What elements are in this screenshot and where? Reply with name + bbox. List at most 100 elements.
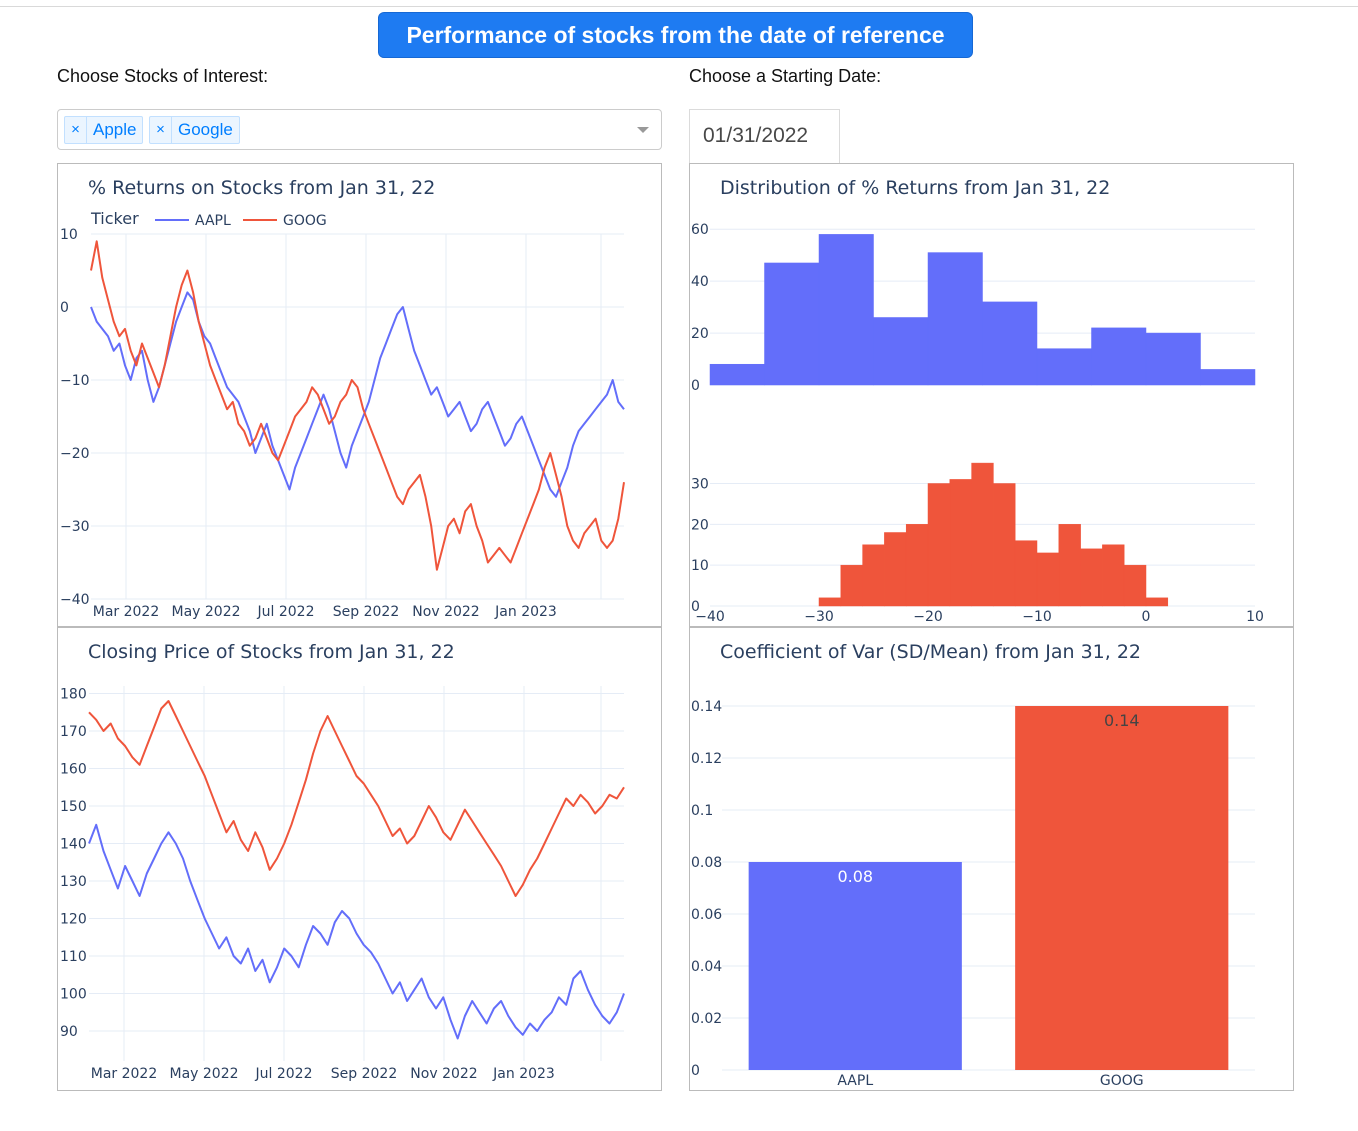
series-line-aapl (90, 291, 625, 498)
legend-title: Ticker (90, 209, 139, 228)
y-tick-label: −30 (60, 519, 90, 535)
y-tick-label: 0 (691, 378, 700, 394)
y-tick-label: 0.08 (691, 855, 722, 871)
returns-chart: % Returns on Stocks from Jan 31, 22 Mar 2… (60, 177, 625, 620)
legend-entry-goog: GOOG (283, 213, 327, 229)
y-tick-label: −40 (60, 592, 90, 608)
y-tick-label: 0.02 (691, 1011, 722, 1027)
y-tick-label: 0.04 (691, 959, 722, 975)
remove-google-icon[interactable]: × (150, 117, 172, 143)
hist-bar-aapl (1145, 332, 1201, 386)
hist-bar-aapl (982, 301, 1038, 386)
hist-bar-goog (993, 483, 1016, 607)
x-tick-label: May 2022 (171, 604, 240, 620)
x-tick-label: Nov 2022 (412, 604, 479, 620)
x-tick-label: Sep 2022 (333, 604, 399, 620)
hist-bar-goog (840, 564, 863, 607)
hist-bar-aapl (1036, 348, 1092, 386)
bar-data-label-aapl: 0.08 (837, 867, 873, 886)
hist-bar-aapl (709, 363, 765, 386)
bar-goog (1015, 706, 1229, 1070)
y-tick-label: 170 (60, 724, 87, 740)
x-tick-label: −30 (804, 609, 834, 625)
returns-chart-panel: % Returns on Stocks from Jan 31, 22 Mar 2… (57, 163, 662, 627)
top-divider (0, 6, 1358, 7)
chip-google: × Google (149, 116, 240, 144)
hist-bar-goog (818, 597, 842, 607)
y-tick-label: 30 (691, 477, 709, 493)
y-tick-label: −10 (60, 373, 90, 389)
hist-bar-goog (1036, 552, 1060, 607)
hist-bar-goog (1058, 524, 1081, 607)
y-tick-label: −20 (60, 446, 90, 462)
y-tick-label: 60 (691, 222, 709, 238)
cov-chart: Coefficient of Var (SD/Mean) from Jan 31… (691, 641, 1255, 1089)
series-line-goog (88, 700, 625, 897)
y-tick-label: 100 (60, 987, 87, 1003)
y-tick-label: 140 (60, 837, 87, 853)
chart-title: Closing Price of Stocks from Jan 31, 22 (88, 641, 455, 663)
chip-label-google: Google (178, 120, 233, 139)
closing-chart-panel: Closing Price of Stocks from Jan 31, 22 M… (57, 627, 662, 1091)
legend-entry-aapl: AAPL (195, 213, 231, 229)
y-tick-label: 120 (60, 912, 87, 928)
date-label: Choose a Starting Date: (689, 66, 882, 86)
x-tick-label: AAPL (837, 1073, 873, 1089)
y-tick-label: 150 (60, 799, 87, 815)
x-tick-label: Jul 2022 (255, 1066, 313, 1082)
bar-data-label-goog: 0.14 (1104, 711, 1140, 730)
dashboard-title-button[interactable]: Performance of stocks from the date of r… (378, 12, 973, 58)
x-tick-label: Nov 2022 (410, 1066, 477, 1082)
hist-bar-aapl (818, 234, 874, 386)
y-tick-label: 180 (60, 687, 87, 703)
chart-title: Coefficient of Var (SD/Mean) from Jan 31… (720, 641, 1141, 663)
hist-bar-goog (905, 524, 929, 607)
closing-chart: Closing Price of Stocks from Jan 31, 22 M… (60, 641, 625, 1082)
x-tick-label: Jan 2023 (494, 604, 557, 620)
x-tick-label: −40 (695, 609, 725, 625)
hist-bar-goog (1123, 564, 1147, 607)
x-tick-label: −20 (913, 609, 943, 625)
y-tick-label: 160 (60, 762, 87, 778)
hist-bar-aapl (764, 262, 820, 386)
start-date-input[interactable]: 01/31/2022 (689, 109, 840, 163)
x-tick-label: Mar 2022 (91, 1066, 158, 1082)
x-tick-label: May 2022 (169, 1066, 238, 1082)
distribution-chart: Distribution of % Returns from Jan 31, 2… (691, 177, 1264, 625)
y-tick-label: 20 (691, 517, 709, 533)
cov-chart-panel: Coefficient of Var (SD/Mean) from Jan 31… (689, 627, 1294, 1091)
distribution-chart-panel: Distribution of % Returns from Jan 31, 2… (689, 163, 1294, 627)
x-tick-label: GOOG (1100, 1073, 1144, 1089)
hist-bar-goog (971, 462, 994, 607)
x-tick-label: Jan 2023 (492, 1066, 555, 1082)
y-tick-label: 0 (691, 599, 700, 615)
x-tick-label: 10 (1246, 609, 1264, 625)
hist-bar-goog (927, 483, 951, 607)
y-tick-label: 10 (60, 227, 78, 243)
x-tick-label: Mar 2022 (93, 604, 160, 620)
stock-multiselect[interactable]: × Apple × Google (57, 109, 662, 150)
chart-title: Distribution of % Returns from Jan 31, 2… (720, 177, 1110, 199)
hist-bar-goog (862, 544, 885, 607)
bar-aapl (748, 862, 962, 1070)
y-tick-label: 10 (691, 558, 709, 574)
hist-bar-aapl (927, 252, 983, 386)
y-tick-label: 0.14 (691, 699, 722, 715)
hist-bar-goog (1014, 540, 1038, 607)
hist-bar-goog (1102, 544, 1125, 607)
y-tick-label: 0 (60, 300, 69, 316)
y-tick-label: 130 (60, 874, 87, 890)
x-tick-label: 0 (1142, 609, 1151, 625)
y-tick-label: 0.06 (691, 907, 722, 923)
hist-bar-goog (949, 479, 972, 607)
y-tick-label: 0.12 (691, 751, 722, 767)
chevron-down-icon[interactable] (637, 127, 649, 133)
hist-bar-goog (1145, 597, 1169, 607)
remove-apple-icon[interactable]: × (65, 117, 87, 143)
x-tick-label: Jul 2022 (257, 604, 315, 620)
hist-bar-aapl (1200, 369, 1256, 386)
y-tick-label: 40 (691, 274, 709, 290)
hist-bar-goog (1080, 548, 1103, 607)
y-tick-label: 90 (60, 1024, 78, 1040)
